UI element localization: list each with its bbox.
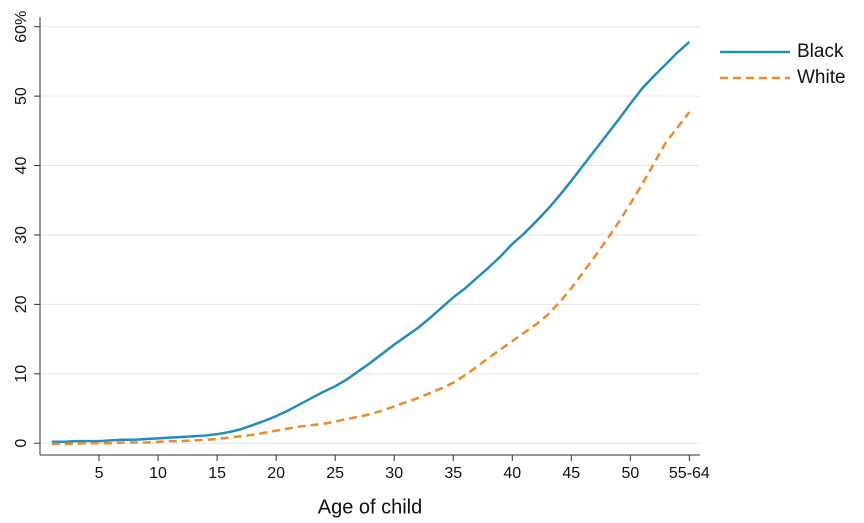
x-tick-label: 20 [267, 465, 285, 482]
x-tick-label: 45 [562, 465, 580, 482]
x-axis-label: Age of child [318, 496, 423, 518]
x-tick-label: 5 [95, 465, 104, 482]
legend-label: White [797, 67, 846, 88]
x-tick-label: 10 [149, 465, 167, 482]
y-tick-label: 30 [13, 226, 30, 244]
x-tick-label: 40 [503, 465, 521, 482]
y-tick-label: 20 [13, 295, 30, 313]
x-tick-label: 55-64 [669, 465, 710, 482]
line-series [51, 41, 691, 444]
y-tick-label: 40 [13, 157, 30, 175]
x-tick-label: 15 [208, 465, 226, 482]
y-tick-label: 0 [13, 439, 30, 448]
y-tick-label: 60% [13, 11, 30, 43]
line-series [51, 111, 691, 446]
y-tick-label: 10 [13, 365, 30, 383]
x-tick-label: 25 [326, 465, 344, 482]
x-tick-label: 50 [621, 465, 639, 482]
legend-label: Black [797, 41, 844, 62]
x-tick-label: 35 [444, 465, 462, 482]
x-tick-label: 30 [385, 465, 403, 482]
y-tick-label: 50 [13, 87, 30, 105]
